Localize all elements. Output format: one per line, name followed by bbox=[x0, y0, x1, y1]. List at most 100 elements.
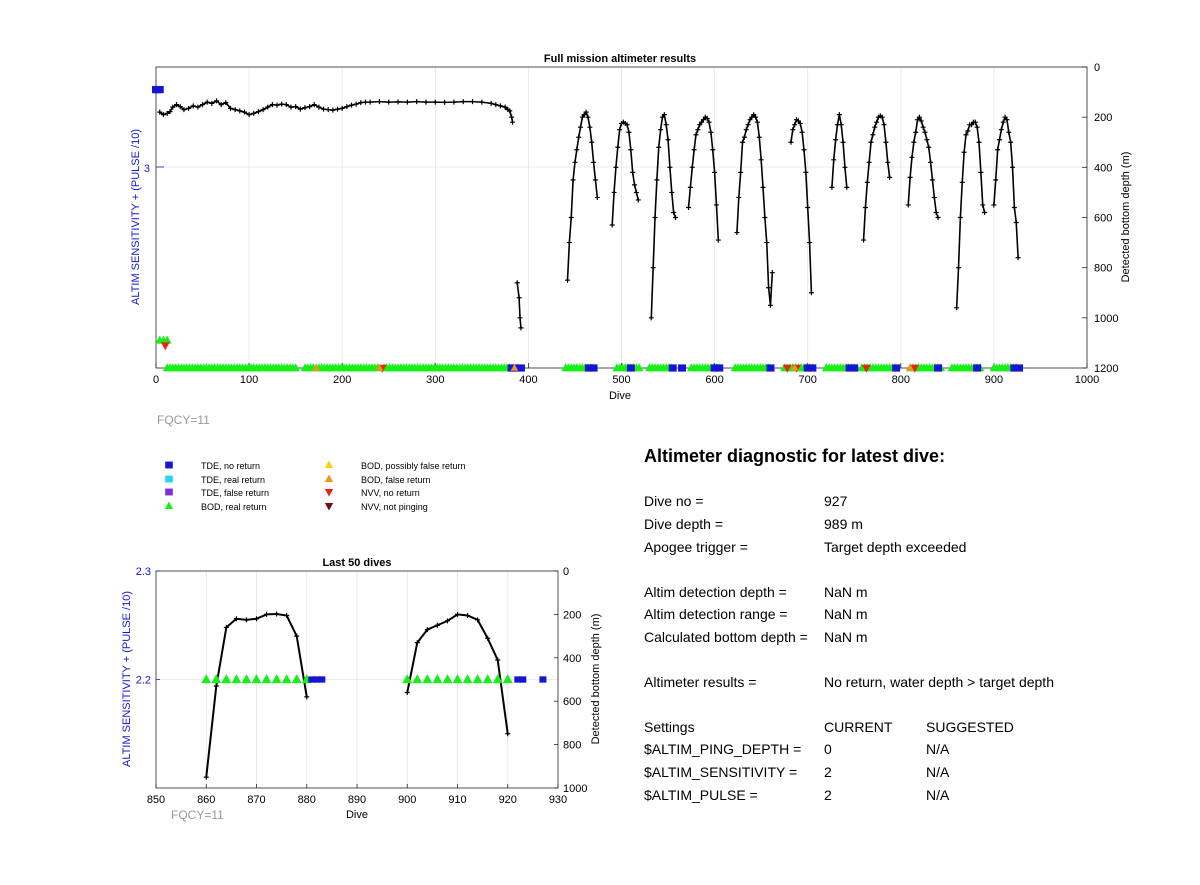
legend-marker-triangle-up bbox=[324, 460, 334, 469]
depth-point bbox=[870, 132, 876, 138]
bod-real-return-marker bbox=[261, 674, 272, 684]
depth-point bbox=[687, 184, 693, 190]
setting-suggested: N/A bbox=[926, 741, 950, 757]
depth-point bbox=[963, 132, 969, 138]
depth-point bbox=[887, 174, 893, 180]
setting-name: $ALTIM_SENSITIVITY = bbox=[644, 764, 798, 780]
tde-no-return-marker bbox=[710, 364, 719, 372]
depth-point bbox=[223, 624, 229, 630]
tde-no-return-marker bbox=[584, 364, 593, 372]
bod-real-return-marker bbox=[482, 674, 493, 684]
depth-point bbox=[514, 280, 520, 286]
bottom-y-left-ticks: 2.3 2.2 bbox=[136, 566, 160, 687]
depth-point bbox=[255, 109, 261, 115]
top-chart-title: Full mission altimeter results bbox=[544, 53, 696, 65]
diag-value: 927 bbox=[824, 493, 848, 509]
depth-point bbox=[160, 112, 166, 118]
depth-point bbox=[842, 164, 848, 170]
depth-point bbox=[916, 114, 922, 120]
depth-point bbox=[635, 197, 641, 203]
depth-point bbox=[697, 122, 703, 128]
depth-point bbox=[475, 617, 481, 623]
bod-real-return-marker bbox=[402, 674, 413, 684]
bod-real-return-marker bbox=[412, 674, 423, 684]
depth-point bbox=[227, 105, 233, 111]
depth-point bbox=[404, 99, 410, 105]
depth-point bbox=[335, 106, 341, 112]
depth-point bbox=[294, 633, 300, 639]
depth-point bbox=[933, 209, 939, 215]
depth-point bbox=[493, 102, 499, 108]
depth-point bbox=[695, 127, 701, 133]
y-right-tick-label: 600 bbox=[563, 696, 581, 708]
diag-label: Dive depth = bbox=[644, 516, 723, 532]
depth-point bbox=[868, 139, 874, 145]
depth-point bbox=[974, 124, 980, 130]
depth-series-line bbox=[831, 114, 848, 188]
depth-point bbox=[624, 122, 630, 128]
depth-point bbox=[572, 159, 578, 165]
top-data-marks bbox=[152, 85, 1024, 373]
depth-point bbox=[264, 611, 270, 617]
x-tick-label: 400 bbox=[519, 374, 537, 386]
diag-row-detection-depth: Altim detection depth = NaN m bbox=[644, 584, 868, 600]
bod-real-return-marker bbox=[472, 674, 483, 684]
depth-point bbox=[581, 112, 587, 118]
bod-real-return-marker bbox=[271, 674, 282, 684]
depth-point bbox=[1011, 204, 1017, 210]
depth-point bbox=[715, 237, 721, 243]
depth-point bbox=[578, 124, 584, 130]
legend-marker-triangle-up bbox=[324, 474, 334, 483]
depth-point bbox=[589, 139, 595, 145]
x-tick-label: 200 bbox=[333, 374, 351, 386]
depth-point bbox=[223, 100, 229, 106]
nvv-no-return-marker bbox=[861, 364, 871, 373]
depth-point bbox=[1015, 255, 1021, 261]
depth-point bbox=[246, 112, 252, 118]
settings-row-ping-depth: $ALTIM_PING_DEPTH = 0 N/A bbox=[644, 741, 949, 757]
bod-false-return-marker bbox=[790, 363, 799, 371]
bod-real-return-marker bbox=[442, 674, 453, 684]
depth-series-line bbox=[650, 112, 677, 318]
depth-point bbox=[626, 129, 632, 135]
depth-point bbox=[349, 102, 355, 108]
y-right-tick-label: 800 bbox=[563, 740, 581, 752]
x-tick-label: 300 bbox=[426, 374, 444, 386]
setting-current: 2 bbox=[824, 764, 832, 780]
bod-real-return-marker bbox=[432, 674, 443, 684]
depth-series-line bbox=[611, 121, 640, 226]
depth-point bbox=[926, 144, 932, 150]
x-tick-label: 890 bbox=[348, 794, 366, 806]
depth-point bbox=[213, 683, 219, 689]
depth-point bbox=[915, 117, 921, 123]
bod-false-return-marker bbox=[375, 363, 384, 371]
depth-point bbox=[579, 114, 585, 120]
depth-point bbox=[566, 240, 572, 246]
depth-point bbox=[931, 194, 937, 200]
depth-point bbox=[829, 184, 835, 190]
depth-point bbox=[754, 119, 760, 125]
depth-point bbox=[204, 99, 210, 105]
setting-name: $ALTIM_PING_DEPTH = bbox=[644, 741, 802, 757]
depth-point bbox=[241, 109, 247, 115]
y-left-tick-label: 2.3 bbox=[136, 566, 151, 578]
tde-no-return-marker bbox=[519, 676, 527, 683]
depth-point bbox=[838, 122, 844, 128]
depth-point bbox=[862, 204, 868, 210]
depth-point bbox=[710, 147, 716, 153]
depth-point bbox=[769, 270, 775, 276]
depth-point bbox=[181, 107, 187, 113]
depth-point bbox=[297, 106, 303, 112]
depth-point bbox=[465, 612, 471, 618]
setting-suggested: N/A bbox=[926, 787, 950, 803]
bod-real-return-marker bbox=[422, 674, 433, 684]
x-tick-label: 900 bbox=[398, 794, 416, 806]
x-tick-label: 100 bbox=[240, 374, 258, 386]
bod-real-return-marker bbox=[211, 674, 222, 684]
settings-header: Settings CURRENT SUGGESTED bbox=[644, 719, 1014, 735]
depth-point bbox=[293, 104, 299, 110]
depth-point bbox=[883, 139, 889, 145]
depth-point bbox=[844, 184, 850, 190]
depth-point bbox=[671, 209, 677, 215]
depth-point bbox=[961, 149, 967, 155]
